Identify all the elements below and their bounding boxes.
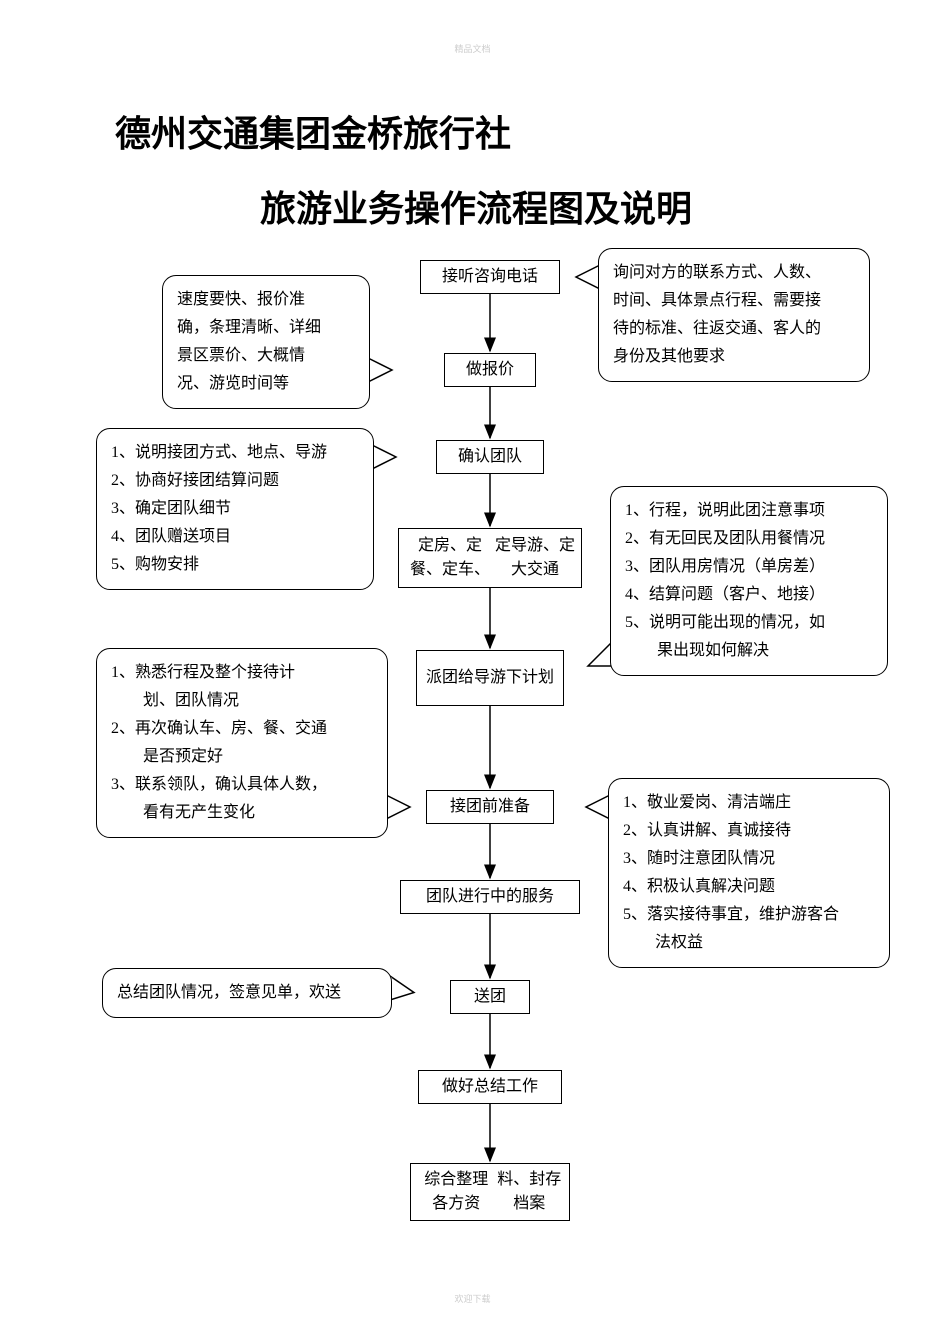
- callout-c_n3_left: 1、说明接团方式、地点、导游2、协商好接团结算问题3、确定团队细节4、团队赠送项…: [96, 428, 374, 590]
- flow-node-n8: 送团: [450, 980, 530, 1014]
- flow-node-n3: 确认团队: [436, 440, 544, 474]
- callout-line: 3、联系领队，确认具体人数，: [111, 771, 373, 799]
- callout-c_n6_left: 1、熟悉行程及整个接待计 划、团队情况2、再次确认车、房、餐、交通 是否预定好3…: [96, 648, 388, 838]
- callout-c_n5_right: 1、行程，说明此团注意事项2、有无回民及团队用餐情况3、团队用房情况（单房差）4…: [610, 486, 888, 676]
- callout-line: 询问对方的联系方式、人数、: [613, 259, 855, 287]
- callout-line: 确，条理清晰、详细: [177, 314, 355, 342]
- flow-node-n6: 接团前准备: [426, 790, 554, 824]
- flow-node-n9: 做好总结工作: [418, 1070, 562, 1104]
- flow-node-n10: 综合整理各方资料、封存档案: [410, 1163, 570, 1221]
- callout-line: 4、结算问题（客户、地接）: [625, 581, 873, 609]
- callout-line: 3、随时注意团队情况: [623, 845, 875, 873]
- callout-line: 看有无产生变化: [111, 799, 373, 827]
- callout-c_n2_left: 速度要快、报价准确，条理清晰、详细景区票价、大概情况、游览时间等: [162, 275, 370, 409]
- callout-line: 2、认真讲解、真诚接待: [623, 817, 875, 845]
- callout-line: 5、说明可能出现的情况，如: [625, 609, 873, 637]
- callout-c_n7_right: 1、敬业爱岗、清洁端庄2、认真讲解、真诚接待3、随时注意团队情况4、积极认真解决…: [608, 778, 890, 968]
- callout-c_n1_right: 询问对方的联系方式、人数、时间、具体景点行程、需要接待的标准、往返交通、客人的身…: [598, 248, 870, 382]
- callout-line: 时间、具体景点行程、需要接: [613, 287, 855, 315]
- callout-line: 待的标准、往返交通、客人的: [613, 315, 855, 343]
- callout-line: 果出现如何解决: [625, 637, 873, 665]
- flow-node-n2: 做报价: [444, 353, 536, 387]
- header-watermark: 精品文档: [454, 42, 490, 55]
- callout-line: 景区票价、大概情: [177, 342, 355, 370]
- callout-line: 身份及其他要求: [613, 343, 855, 371]
- document-title-line1: 德州交通集团金桥旅行社: [115, 105, 511, 157]
- flow-node-n7: 团队进行中的服务: [400, 880, 580, 914]
- footer-watermark: 欢迎下载: [454, 1292, 490, 1305]
- flow-node-n1: 接听咨询电话: [420, 260, 560, 294]
- callout-line: 4、积极认真解决问题: [623, 873, 875, 901]
- callout-c_n8_left: 总结团队情况，签意见单，欢送: [102, 968, 392, 1018]
- callout-line: 1、说明接团方式、地点、导游: [111, 439, 359, 467]
- callout-line: 2、协商好接团结算问题: [111, 467, 359, 495]
- callout-line: 是否预定好: [111, 743, 373, 771]
- callout-line: 划、团队情况: [111, 687, 373, 715]
- document-title-line2: 旅游业务操作流程图及说明: [260, 180, 692, 232]
- callout-line: 速度要快、报价准: [177, 286, 355, 314]
- callout-line: 总结团队情况，签意见单，欢送: [117, 979, 377, 1007]
- flow-node-n5: 派团给导游下计划: [416, 650, 564, 706]
- callout-line: 3、确定团队细节: [111, 495, 359, 523]
- callout-line: 1、熟悉行程及整个接待计: [111, 659, 373, 687]
- callout-line: 2、再次确认车、房、餐、交通: [111, 715, 373, 743]
- callout-line: 况、游览时间等: [177, 370, 355, 398]
- callout-line: 3、团队用房情况（单房差）: [625, 553, 873, 581]
- callout-line: 4、团队赠送项目: [111, 523, 359, 551]
- callout-line: 2、有无回民及团队用餐情况: [625, 525, 873, 553]
- callout-line: 5、购物安排: [111, 551, 359, 579]
- callout-line: 1、敬业爱岗、清洁端庄: [623, 789, 875, 817]
- flow-node-n4: 定房、定餐、定车、定导游、定大交通: [398, 528, 582, 588]
- callout-line: 5、落实接待事宜，维护游客合: [623, 901, 875, 929]
- callout-line: 1、行程，说明此团注意事项: [625, 497, 873, 525]
- callout-line: 法权益: [623, 929, 875, 957]
